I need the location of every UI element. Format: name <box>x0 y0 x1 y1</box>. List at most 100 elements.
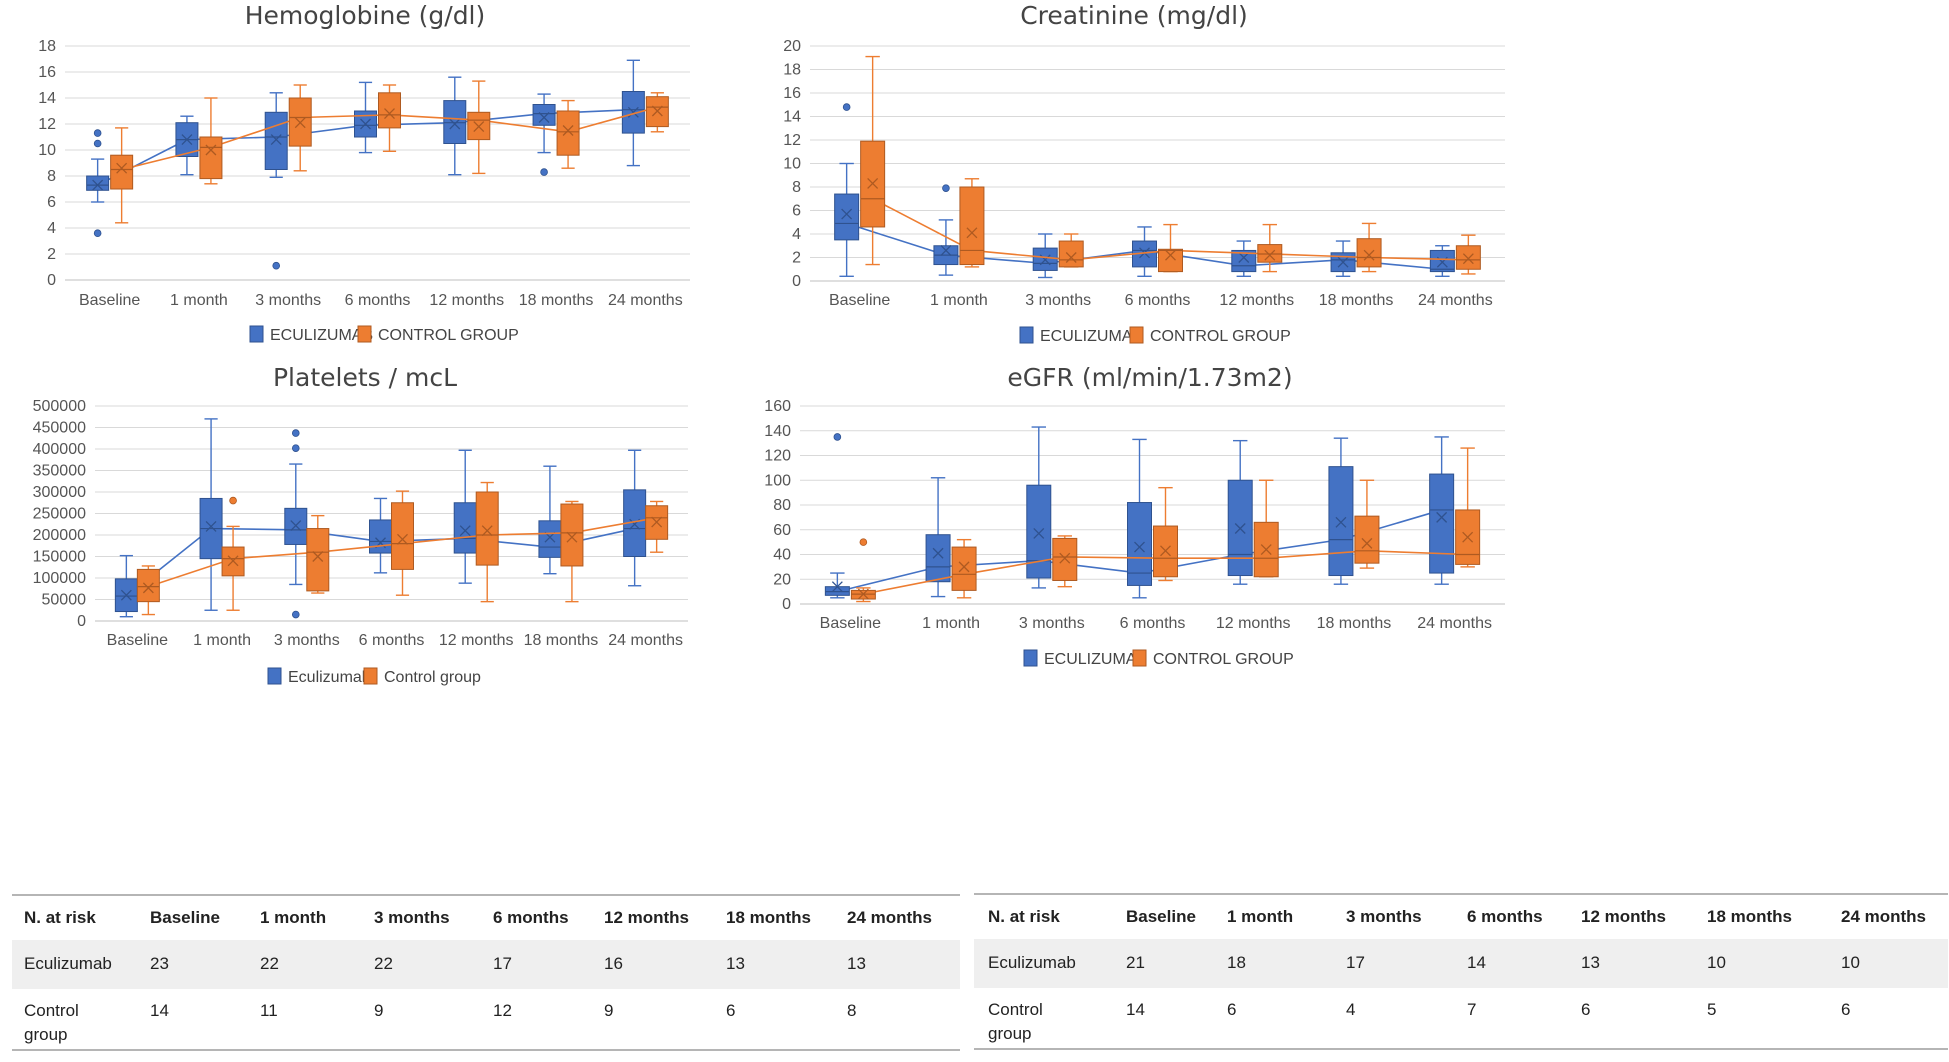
legend-swatch <box>1023 649 1038 667</box>
risk-value: 14 <box>1467 953 1486 972</box>
risk-value: 14 <box>150 1001 169 1020</box>
mean-marker <box>312 551 324 562</box>
outlier-point <box>272 261 281 270</box>
mean-marker <box>958 561 970 573</box>
risk-header-6m: 6 months <box>493 908 569 927</box>
risk-table-header-row: N. at risk Baseline 1 month 3 months 6 m… <box>974 893 1948 940</box>
mean-marker <box>1361 537 1373 549</box>
mean-marker <box>1065 252 1077 263</box>
y-tick-label: 8 <box>47 168 56 185</box>
mean-marker <box>1436 511 1448 523</box>
risk-value: 9 <box>604 1001 614 1020</box>
legend-swatch <box>249 325 264 343</box>
legend-swatch <box>267 667 282 685</box>
risk-header-3m: 3 months <box>374 908 450 927</box>
box <box>453 502 477 554</box>
x-tick-label: 18 months <box>519 292 594 309</box>
x-tick-label: 24 months <box>608 632 683 649</box>
box <box>824 586 850 596</box>
box <box>532 104 556 126</box>
mean-marker <box>397 533 408 545</box>
mean-marker <box>1363 249 1375 261</box>
chart-egfr: eGFR (ml/min/1.73m2) 0 20 40 60 80 100 120 140 16… <box>764 363 1949 870</box>
mean-marker <box>651 105 663 117</box>
y-tick-label: 300000 <box>33 484 86 501</box>
box <box>959 186 985 266</box>
mean-marker <box>120 589 132 601</box>
box <box>369 519 392 554</box>
y-tick-label: 18 <box>38 38 56 55</box>
mean-marker <box>294 117 306 129</box>
mean-marker <box>1234 523 1246 534</box>
y-tick-label: 16 <box>783 85 801 102</box>
box <box>1052 537 1078 581</box>
mean-marker <box>1238 252 1250 263</box>
mean-marker <box>142 582 154 594</box>
risk-value: 8 <box>847 1001 857 1020</box>
mean-marker <box>116 162 128 174</box>
mean-marker <box>627 106 639 118</box>
mean-marker <box>473 121 485 133</box>
box <box>834 193 860 241</box>
x-tick-label: 18 months <box>1317 615 1392 632</box>
outlier-point <box>291 444 300 452</box>
y-tick-label: 250000 <box>33 506 86 523</box>
chart-platelets: Platelets / mcL 0 50000 100000 150000 200000 2… <box>0 363 975 870</box>
risk-value: 23 <box>150 954 169 973</box>
x-tick-label: 6 months <box>1120 615 1186 632</box>
risk-value: 22 <box>374 954 393 973</box>
risk-row-label: Control group <box>24 1001 79 1044</box>
y-tick-label: 14 <box>783 109 801 126</box>
risk-row-label: Control group <box>988 1000 1043 1043</box>
y-tick-label: 10 <box>38 142 56 159</box>
x-tick-label: 3 months <box>255 292 321 309</box>
x-tick-label: 18 months <box>1319 292 1394 309</box>
risk-header-18m: 18 months <box>1707 907 1793 926</box>
x-tick-label: 12 months <box>429 292 504 309</box>
mean-marker <box>459 525 471 537</box>
risk-row-eculizumab: Eculizumab 23 22 22 17 16 13 13 <box>12 940 960 989</box>
box <box>1429 473 1455 574</box>
mean-marker <box>92 179 104 191</box>
y-tick-label: 40 <box>773 547 791 564</box>
risk-header-label: N. at risk <box>24 908 96 927</box>
mean-marker <box>1160 545 1171 557</box>
y-tick-label: 2 <box>792 250 801 267</box>
chart-title: Creatinine (mg/dl) <box>1020 1 1248 30</box>
chart-canvas: eGFR (ml/min/1.73m2) 0 20 40 60 80 100 120 140 16… <box>764 363 1505 668</box>
risk-value: 10 <box>1707 953 1726 972</box>
x-tick-label: 24 months <box>1417 615 1492 632</box>
y-tick-label: 0 <box>77 613 86 630</box>
box <box>1158 248 1183 273</box>
risk-header-1m: 1 month <box>260 908 327 927</box>
chart-title: eGFR (ml/min/1.73m2) <box>1007 363 1292 392</box>
legend-swatch <box>363 667 378 685</box>
box <box>378 92 401 129</box>
risk-value: 18 <box>1227 953 1246 972</box>
x-tick-label: 1 month <box>170 292 228 309</box>
outlier-point <box>291 610 300 619</box>
box <box>443 100 467 144</box>
legend-label: CONTROL GROUP <box>1153 651 1294 668</box>
y-tick-label: 4 <box>792 226 801 243</box>
chart-platelets-svg: Platelets / mcL 0 50000 100000 150000 200000 2… <box>33 363 688 686</box>
box <box>391 502 414 570</box>
mean-marker <box>290 520 302 531</box>
box <box>1429 249 1455 273</box>
x-tick-label: 24 months <box>608 292 683 309</box>
risk-value: 6 <box>726 1001 736 1020</box>
mean-marker <box>181 134 193 146</box>
risk-value: 22 <box>260 954 279 973</box>
y-tick-label: 60 <box>773 522 791 539</box>
x-tick-label: 6 months <box>359 632 425 649</box>
y-tick-label: 4 <box>47 220 56 237</box>
legend-label: CONTROL GROUP <box>1150 328 1291 345</box>
x-tick-label: 24 months <box>1418 292 1493 309</box>
mean-marker <box>227 555 239 567</box>
risk-value: 13 <box>1581 953 1600 972</box>
legend-label: ECULIZUMAB <box>1040 328 1143 345</box>
mean-marker <box>1059 552 1071 564</box>
y-tick-label: 18 <box>783 62 801 79</box>
mean-marker <box>940 244 952 256</box>
risk-value: 9 <box>374 1001 384 1020</box>
